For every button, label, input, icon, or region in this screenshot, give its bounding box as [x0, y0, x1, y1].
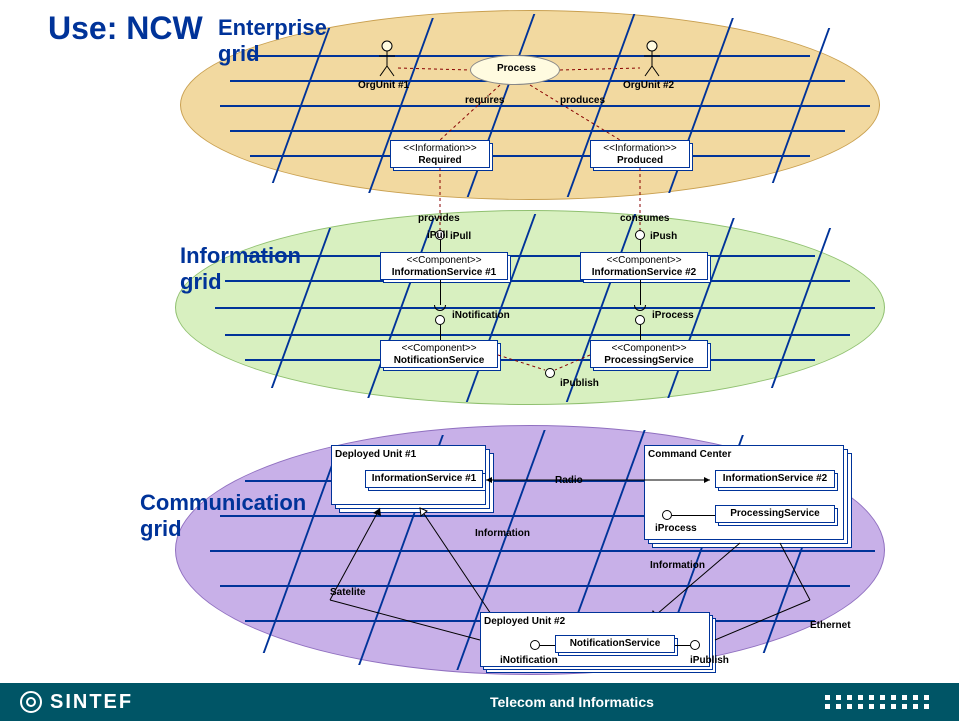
du1-title: Deployed Unit #1 [335, 449, 482, 461]
communication-label: Communication grid [140, 490, 320, 542]
iprocess-label: iProcess [652, 310, 694, 321]
service2-box: <<Component>> InformationService #2 [580, 252, 708, 280]
process-label: Process [497, 63, 536, 74]
footer-dots [825, 695, 959, 709]
org2-label: OrgUnit #2 [623, 80, 674, 91]
du2-ipub-label: iPublish [690, 655, 729, 666]
inotification-label: iNotification [452, 310, 510, 321]
org1-label: OrgUnit #1 [358, 80, 409, 91]
du1-inner: InformationService #1 [365, 470, 483, 488]
footer-text: Telecom and Informatics [490, 694, 654, 710]
notif-box: <<Component>> NotificationService [380, 340, 498, 368]
produces-label: produces [560, 95, 605, 106]
service1-st: <<Component>> [385, 255, 503, 267]
du1-inner-name: InformationService #1 [370, 473, 478, 485]
du2-inotif [530, 640, 540, 650]
info-produced-st: <<Information>> [595, 143, 685, 155]
actor-org1 [375, 40, 399, 78]
information-label: Information grid [180, 243, 320, 295]
info-left-label: Information [475, 528, 530, 539]
proc-box: <<Component>> ProcessingService [590, 340, 708, 368]
info-required-name: Required [395, 155, 485, 167]
notif-name: NotificationService [385, 355, 493, 367]
info-required-st: <<Information>> [395, 143, 485, 155]
proc-st: <<Component>> [595, 343, 703, 355]
cc-iproc-label: iProcess [655, 523, 697, 534]
enterprise-label: Enterprise grid [218, 15, 338, 67]
requires-label: requires [465, 95, 504, 106]
cc-ps-name: ProcessingService [720, 508, 830, 520]
cc-iproc-lollipop [662, 510, 672, 520]
info-right-label: Information [650, 560, 705, 571]
cc-is2: InformationService #2 [715, 470, 835, 488]
inotif-ball [435, 315, 445, 325]
du2-ipub [690, 640, 700, 650]
cc-title: Command Center [648, 449, 840, 461]
info-produced-box: <<Information>> Produced [590, 140, 690, 168]
consumes-label: consumes [620, 213, 669, 224]
radio-label: Radio [555, 475, 583, 486]
actor-org2 [640, 40, 664, 78]
proc-name: ProcessingService [595, 355, 703, 367]
provides-label: provides [418, 213, 460, 224]
sintef-logo: SINTEF [0, 691, 133, 714]
ipublish-label: iPublish [560, 378, 599, 389]
satelite-label: Satelite [330, 587, 366, 598]
ethernet-label: Ethernet [810, 620, 851, 631]
footer: SINTEF Telecom and Informatics [0, 683, 959, 721]
ipush-lollipop [635, 230, 645, 240]
du2-inotif-label: iNotification [500, 655, 558, 666]
sintef-text: SINTEF [50, 691, 133, 714]
ipull-text: iPull [450, 231, 471, 242]
info-required-box: <<Information>> Required [390, 140, 490, 168]
sintef-icon [20, 691, 42, 713]
du2-title: Deployed Unit #2 [484, 616, 706, 628]
ipush-text: iPush [650, 231, 677, 242]
iproc-ball [635, 315, 645, 325]
info-produced-name: Produced [595, 155, 685, 167]
service2-name: InformationService #2 [585, 267, 703, 279]
service1-box: <<Component>> InformationService #1 [380, 252, 508, 280]
page-title: Use: NCW [48, 10, 203, 47]
ipublish-lollipop [545, 368, 555, 378]
service2-st: <<Component>> [585, 255, 703, 267]
cc-ps: ProcessingService [715, 505, 835, 523]
ipull-label: iPull [427, 230, 448, 241]
cc-is2-name: InformationService #2 [720, 473, 830, 485]
service1-name: InformationService #1 [385, 267, 503, 279]
notif-st: <<Component>> [385, 343, 493, 355]
du2-inner-name: NotificationService [560, 638, 670, 650]
du2-inner: NotificationService [555, 635, 675, 653]
